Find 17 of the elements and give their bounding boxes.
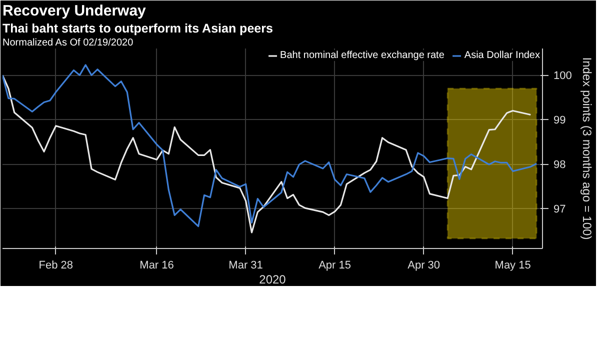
y-tick-label: 99	[554, 114, 566, 127]
y-axis-title: Index points (3 months ago = 100)	[580, 57, 594, 240]
x-tick-label: Apr 15	[318, 260, 352, 272]
x-tick-label: Feb 28	[38, 260, 74, 272]
x-axis-title: 2020	[259, 272, 286, 286]
y-tick-label: 100	[554, 70, 572, 82]
legend-title: Normalized As Of 02/19/2020	[2, 38, 134, 48]
y-tick-label: 97	[554, 204, 566, 216]
x-tick-label: Mar 31	[228, 260, 263, 272]
x-tick-label: May 15	[494, 260, 531, 272]
legend-label: Asia Dollar Index	[464, 50, 540, 61]
x-tick-label: Apr 30	[408, 260, 440, 272]
chart-subtitle: Thai baht starts to outperform its Asian peers	[2, 22, 273, 36]
legend-label: Baht nominal effective exchange rate	[280, 50, 444, 61]
x-tick-label: Mar 16	[140, 260, 174, 272]
chart-title: Recovery Underway	[2, 2, 147, 20]
y-tick-label: 98	[554, 159, 566, 172]
